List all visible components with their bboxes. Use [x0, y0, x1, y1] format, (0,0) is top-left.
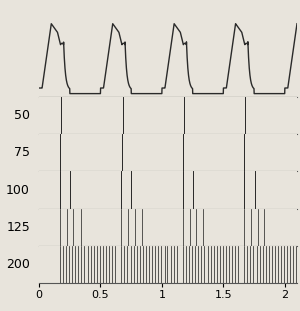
Text: 100: 100 [6, 183, 30, 197]
Text: 50: 50 [14, 109, 30, 122]
Text: 125: 125 [6, 221, 30, 234]
Text: 200: 200 [6, 258, 30, 271]
Text: 75: 75 [14, 146, 30, 159]
